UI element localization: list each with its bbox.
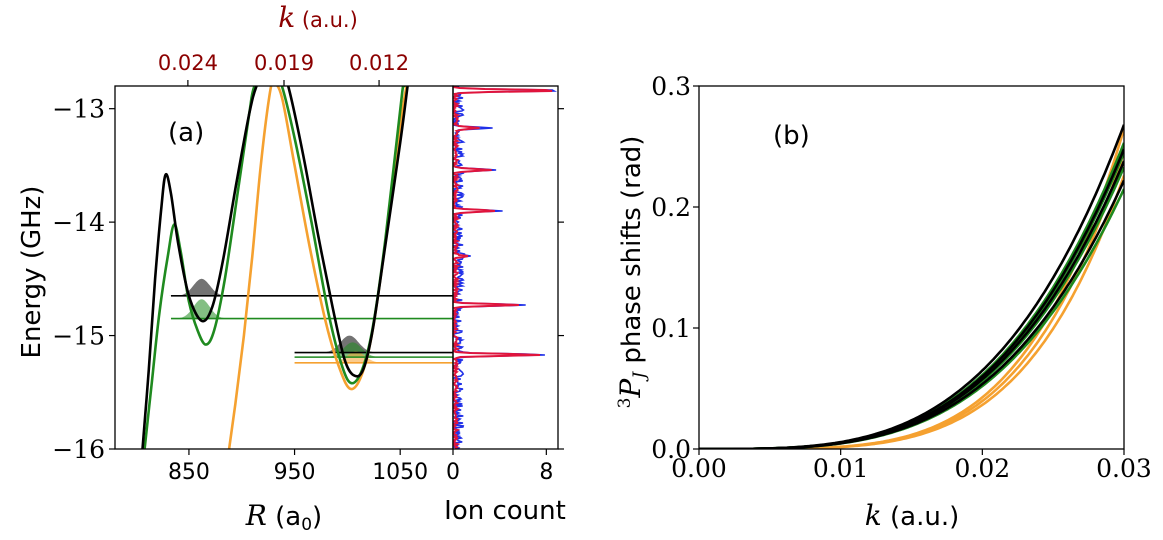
phase-shift-curve-orange-3 [699,175,1124,449]
panel-b-plot-area [699,124,1124,449]
x-label-close: ) [312,502,322,532]
panel-a-top-axis: 0.024 0.019 0.012 [158,51,409,86]
panel-a-x-axis-label: R (a0) [245,499,322,535]
b-y-label-symbol: P [614,378,647,399]
inset-x-axis-label: Ion count [444,496,566,526]
ion-count-red-trace [453,86,553,449]
wavefunction-green-1 [166,299,237,319]
b-xtick-label: 0.02 [954,454,1010,483]
panel-a-label: (a) [168,118,204,148]
panel-b: 0.0 0.1 0.2 0.3 0.00 0.01 0.02 0.03 (b) k (a.u… [614,72,1152,532]
panel-b-x-axis: 0.00 0.01 0.02 0.03 [671,449,1152,483]
a-ytick-label: −15 [52,322,105,351]
b-y-label-sub: J [630,371,650,382]
top-label-symbol: k [278,1,295,34]
inset-frame [452,85,559,450]
b-x-label-unit: (a.u.) [882,502,960,532]
potential-curve-orange [227,86,408,449]
b-ytick-label: 0.1 [651,314,691,343]
a-toptick-label: 0.019 [254,51,314,75]
panel-a-y-axis-label: Energy (GHz) [17,186,47,359]
panel-b-x-axis-label: k (a.u.) [865,499,959,532]
panel-a-top-axis-label: k (a.u.) [278,1,358,34]
top-label-unit: (a.u.) [295,8,358,32]
b-ytick-label: 0.2 [651,193,691,222]
panel-a: −16−15−14−13 850 950 1050 0.024 0.019 0.012 … [17,1,454,535]
a-xtick-label: 1050 [372,460,428,485]
b-xtick-label: 0.03 [1096,454,1152,483]
x-label-symbol: R [245,499,267,532]
a-xtick-label: 950 [274,460,316,485]
panel-b-frame [698,85,1125,450]
a-toptick-label: 0.024 [158,51,218,75]
x-label-subscript: 0 [301,515,312,535]
phase-shift-curve-black-4 [699,179,1124,449]
potential-curve-green [143,86,406,449]
a-ytick-label: −13 [52,95,105,124]
panel-a-x-axis: 850 950 1050 [168,449,428,485]
b-ytick-label: 0.3 [651,72,691,101]
x-label-unit: (a [267,502,301,532]
panel-b-y-axis: 0.0 0.1 0.2 0.3 [651,72,699,464]
panel-b-y-axis-label: 3PJ phase shifts (rad) [614,136,650,409]
b-y-label-sup: 3 [615,398,635,409]
inset-xtick-label: 0 [446,460,460,485]
wavefunction-black-0 [166,278,237,296]
potential-curve-black [141,86,409,449]
inset-xtick-label: 8 [539,460,553,485]
b-y-label-rest: phase shifts (rad) [617,136,647,372]
b-x-label-symbol: k [865,499,882,532]
a-xtick-label: 850 [168,460,210,485]
a-ytick-label: −16 [52,435,105,464]
b-ytick-label: 0.0 [651,435,691,464]
a-ytick-label: −14 [52,208,105,237]
panel-a-y-axis: −16 −15 −14 −13 [52,95,115,464]
panel-a-plot-area [141,86,453,449]
ion-count-blue-trace [453,86,558,449]
inset-plot-area [453,86,558,449]
b-xtick-label: 0.01 [813,454,869,483]
a-toptick-label: 0.012 [349,51,409,75]
panel-b-label: (b) [773,121,810,151]
wavefunction-green-3 [314,342,391,358]
b-xtick-label: 0.00 [671,454,727,483]
